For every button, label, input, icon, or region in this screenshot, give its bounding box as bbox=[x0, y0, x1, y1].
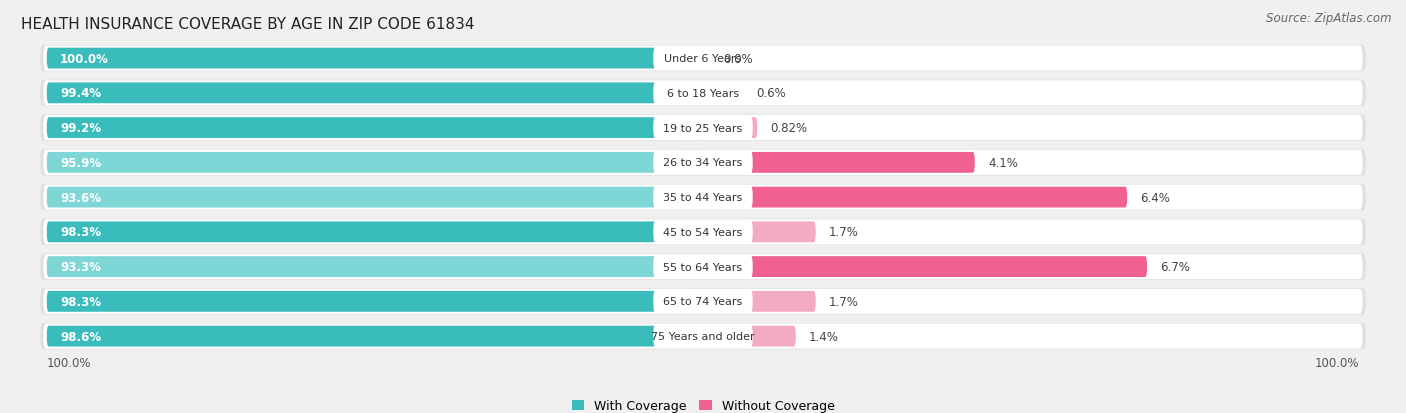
FancyBboxPatch shape bbox=[654, 83, 752, 105]
Text: HEALTH INSURANCE COVERAGE BY AGE IN ZIP CODE 61834: HEALTH INSURANCE COVERAGE BY AGE IN ZIP … bbox=[21, 17, 475, 31]
FancyBboxPatch shape bbox=[46, 152, 676, 173]
FancyBboxPatch shape bbox=[654, 152, 752, 174]
Text: 93.3%: 93.3% bbox=[60, 261, 101, 273]
FancyBboxPatch shape bbox=[654, 117, 752, 139]
FancyBboxPatch shape bbox=[654, 221, 752, 243]
Text: Source: ZipAtlas.com: Source: ZipAtlas.com bbox=[1267, 12, 1392, 25]
FancyBboxPatch shape bbox=[44, 254, 1362, 280]
FancyBboxPatch shape bbox=[703, 291, 815, 312]
FancyBboxPatch shape bbox=[46, 291, 692, 312]
FancyBboxPatch shape bbox=[44, 185, 1362, 210]
Text: 98.3%: 98.3% bbox=[60, 226, 101, 239]
Text: 6.7%: 6.7% bbox=[1160, 261, 1191, 273]
FancyBboxPatch shape bbox=[44, 324, 1362, 349]
FancyBboxPatch shape bbox=[46, 222, 692, 243]
Text: 98.6%: 98.6% bbox=[60, 330, 101, 343]
Text: 100.0%: 100.0% bbox=[60, 52, 108, 65]
FancyBboxPatch shape bbox=[654, 48, 752, 70]
FancyBboxPatch shape bbox=[44, 46, 1362, 71]
FancyBboxPatch shape bbox=[46, 49, 703, 69]
FancyBboxPatch shape bbox=[41, 115, 1365, 141]
Text: 1.7%: 1.7% bbox=[830, 295, 859, 308]
FancyBboxPatch shape bbox=[44, 116, 1362, 141]
Text: 93.6%: 93.6% bbox=[60, 191, 101, 204]
FancyBboxPatch shape bbox=[41, 254, 1365, 280]
FancyBboxPatch shape bbox=[654, 290, 752, 313]
Text: 45 to 54 Years: 45 to 54 Years bbox=[664, 227, 742, 237]
Text: 0.82%: 0.82% bbox=[770, 122, 807, 135]
Text: 0.6%: 0.6% bbox=[756, 87, 786, 100]
FancyBboxPatch shape bbox=[44, 220, 1362, 245]
Text: 98.3%: 98.3% bbox=[60, 295, 101, 308]
FancyBboxPatch shape bbox=[44, 150, 1362, 176]
FancyBboxPatch shape bbox=[46, 118, 697, 139]
Text: 1.7%: 1.7% bbox=[830, 226, 859, 239]
FancyBboxPatch shape bbox=[46, 256, 658, 278]
FancyBboxPatch shape bbox=[703, 83, 742, 104]
Text: 4.1%: 4.1% bbox=[988, 157, 1018, 169]
Text: 100.0%: 100.0% bbox=[46, 356, 91, 369]
FancyBboxPatch shape bbox=[41, 323, 1365, 349]
Text: 99.4%: 99.4% bbox=[60, 87, 101, 100]
Text: 35 to 44 Years: 35 to 44 Years bbox=[664, 192, 742, 203]
FancyBboxPatch shape bbox=[703, 256, 1147, 278]
FancyBboxPatch shape bbox=[46, 326, 693, 347]
Text: 100.0%: 100.0% bbox=[1315, 356, 1360, 369]
Text: 65 to 74 Years: 65 to 74 Years bbox=[664, 297, 742, 306]
Text: 99.2%: 99.2% bbox=[60, 122, 101, 135]
FancyBboxPatch shape bbox=[44, 289, 1362, 314]
FancyBboxPatch shape bbox=[46, 83, 699, 104]
Text: 6.4%: 6.4% bbox=[1140, 191, 1170, 204]
FancyBboxPatch shape bbox=[703, 326, 796, 347]
Text: 26 to 34 Years: 26 to 34 Years bbox=[664, 158, 742, 168]
Text: 95.9%: 95.9% bbox=[60, 157, 101, 169]
FancyBboxPatch shape bbox=[41, 288, 1365, 315]
FancyBboxPatch shape bbox=[41, 150, 1365, 176]
FancyBboxPatch shape bbox=[41, 81, 1365, 107]
Text: Under 6 Years: Under 6 Years bbox=[665, 54, 741, 64]
FancyBboxPatch shape bbox=[44, 81, 1362, 106]
FancyBboxPatch shape bbox=[41, 46, 1365, 72]
FancyBboxPatch shape bbox=[703, 222, 815, 243]
FancyBboxPatch shape bbox=[654, 187, 752, 209]
Text: 6 to 18 Years: 6 to 18 Years bbox=[666, 89, 740, 99]
FancyBboxPatch shape bbox=[703, 152, 974, 173]
FancyBboxPatch shape bbox=[654, 256, 752, 278]
FancyBboxPatch shape bbox=[46, 187, 661, 208]
Text: 1.4%: 1.4% bbox=[808, 330, 839, 343]
FancyBboxPatch shape bbox=[703, 118, 758, 139]
Text: 19 to 25 Years: 19 to 25 Years bbox=[664, 123, 742, 133]
Text: 55 to 64 Years: 55 to 64 Years bbox=[664, 262, 742, 272]
FancyBboxPatch shape bbox=[41, 185, 1365, 211]
Legend: With Coverage, Without Coverage: With Coverage, Without Coverage bbox=[572, 399, 834, 412]
Text: 0.0%: 0.0% bbox=[723, 52, 752, 65]
Text: 75 Years and older: 75 Years and older bbox=[651, 331, 755, 341]
FancyBboxPatch shape bbox=[654, 325, 752, 347]
FancyBboxPatch shape bbox=[41, 219, 1365, 245]
FancyBboxPatch shape bbox=[703, 187, 1128, 208]
